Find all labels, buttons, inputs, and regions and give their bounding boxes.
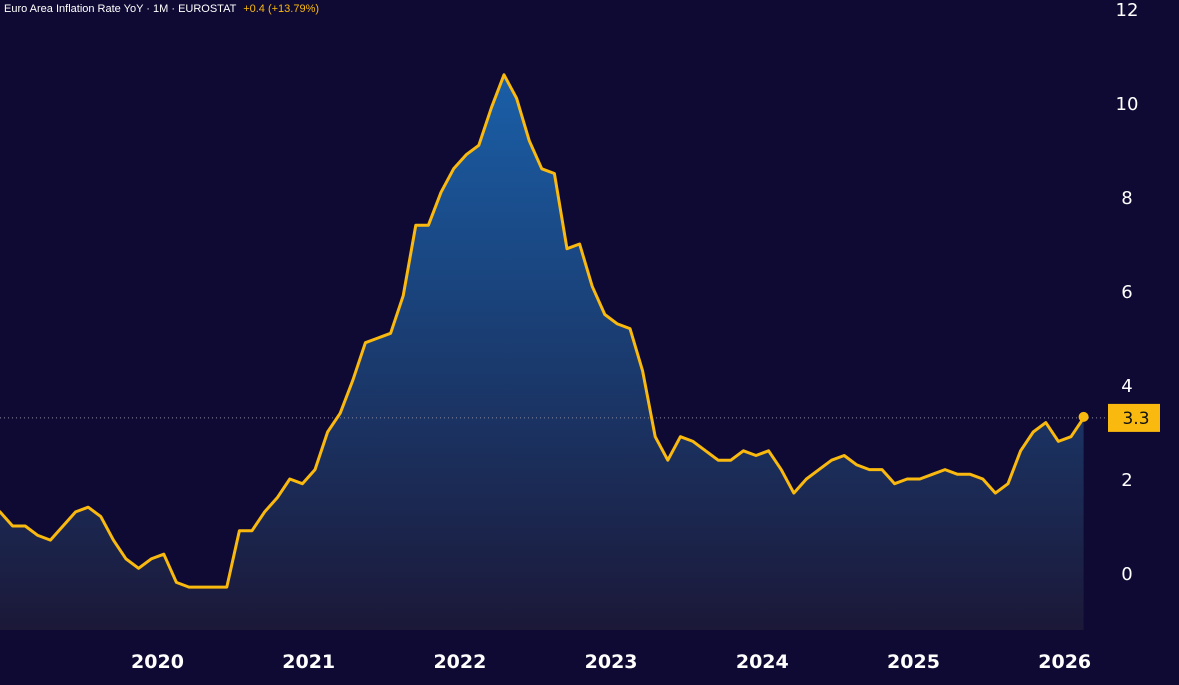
chart-title: Euro Area Inflation Rate YoY · 1M · EURO… [4, 3, 237, 15]
x-tick-label: 2026 [1038, 651, 1091, 673]
y-tick-label: 8 [1121, 188, 1132, 209]
y-tick-label: 2 [1121, 470, 1132, 491]
y-tick-label: 0 [1121, 564, 1132, 585]
y-tick-label: 4 [1121, 376, 1132, 397]
series-area [0, 74, 1084, 631]
x-tick-label: 2020 [131, 651, 184, 673]
last-value-dot [1078, 411, 1089, 422]
chart-header: Euro Area Inflation Rate YoY · 1M · EURO… [4, 3, 319, 15]
last-value-badge [1108, 403, 1160, 432]
last-value-label: 3.3 [1122, 409, 1149, 429]
x-tick-label: 2021 [282, 651, 335, 673]
price-change: +0.4 (+13.79%) [243, 3, 320, 15]
x-tick-label: 2023 [585, 651, 638, 673]
y-tick-label: 12 [1116, 0, 1139, 21]
series-line [0, 73, 1086, 589]
x-tick-label: 2025 [887, 651, 940, 673]
x-tick-label: 2022 [433, 651, 486, 673]
x-tick-label: 2024 [736, 651, 789, 673]
y-tick-label: 10 [1116, 94, 1139, 115]
y-tick-label: 6 [1121, 282, 1132, 303]
